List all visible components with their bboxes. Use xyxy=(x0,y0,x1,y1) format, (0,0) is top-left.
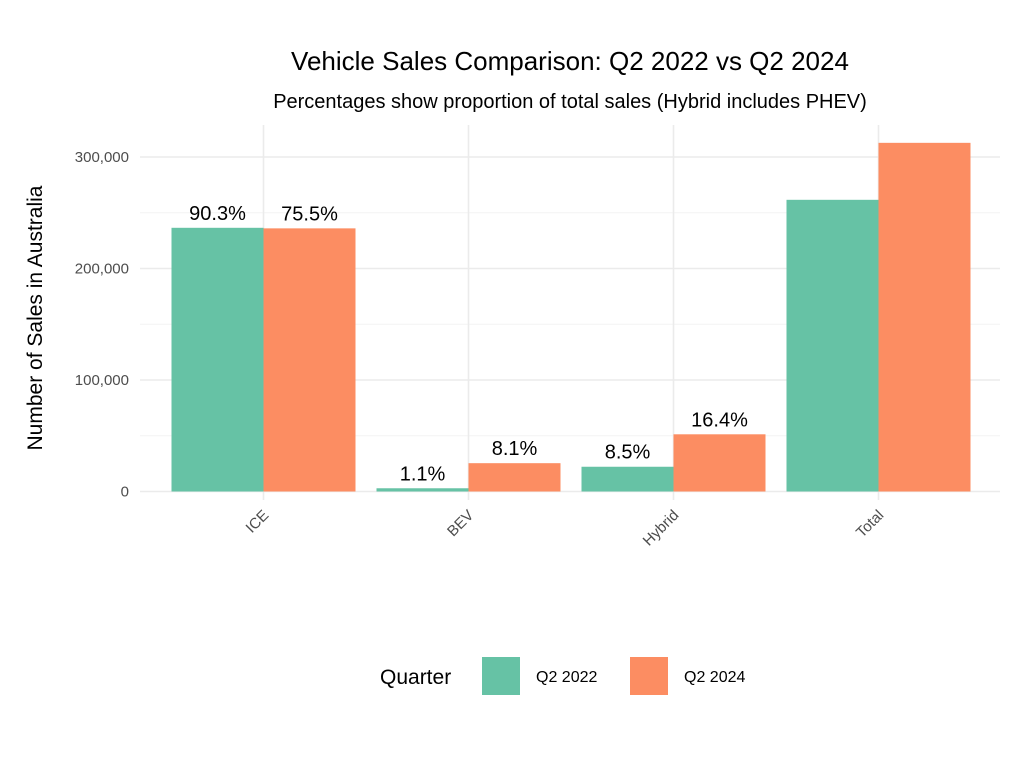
x-tick-label: Total xyxy=(853,507,887,541)
bar-hybrid-q2-2022 xyxy=(581,466,674,492)
bar-total-q2-2024 xyxy=(878,142,971,492)
data-label: 8.5% xyxy=(605,442,651,464)
bar-hybrid-q2-2024 xyxy=(673,434,766,492)
data-label: 75.5% xyxy=(281,203,338,225)
legend: Quarter Q2 2022 Q2 2024 xyxy=(380,657,745,695)
y-tick-label: 0 xyxy=(121,484,129,501)
legend-swatch xyxy=(482,657,520,695)
chart-subtitle: Percentages show proportion of total sal… xyxy=(273,91,867,113)
x-tick-label: BEV xyxy=(444,507,477,540)
legend-label: Q2 2024 xyxy=(684,669,745,686)
legend-label: Q2 2022 xyxy=(536,669,597,686)
data-label: 90.3% xyxy=(189,203,246,225)
bar-total-q2-2022 xyxy=(786,199,879,492)
bar-ice-q2-2022 xyxy=(171,227,264,492)
x-tick-label: Hybrid xyxy=(640,507,683,550)
y-tick-label: 100,000 xyxy=(75,372,129,389)
x-axis: ICE BEV Hybrid Total xyxy=(243,507,888,550)
bars xyxy=(171,142,971,492)
y-axis-label: Number of Sales in Australia xyxy=(24,185,47,450)
bar-bev-q2-2022 xyxy=(376,488,469,492)
chart-title: Vehicle Sales Comparison: Q2 2022 vs Q2 … xyxy=(291,46,849,76)
data-label: 16.4% xyxy=(691,409,748,431)
legend-swatch xyxy=(630,657,668,695)
y-tick-label: 300,000 xyxy=(75,149,129,166)
y-axis: 0 100,000 200,000 300,000 xyxy=(75,149,129,501)
data-label: 8.1% xyxy=(492,438,538,460)
x-tick-label: ICE xyxy=(243,507,273,537)
bar-ice-q2-2024 xyxy=(263,228,356,492)
legend-title: Quarter xyxy=(380,666,451,689)
data-labels: 90.3% 1.1% 8.5% 75.5% 8.1% 16.4% xyxy=(189,203,748,485)
bar-bev-q2-2024 xyxy=(468,463,561,492)
data-label: 1.1% xyxy=(400,463,446,485)
y-tick-label: 200,000 xyxy=(75,261,129,278)
